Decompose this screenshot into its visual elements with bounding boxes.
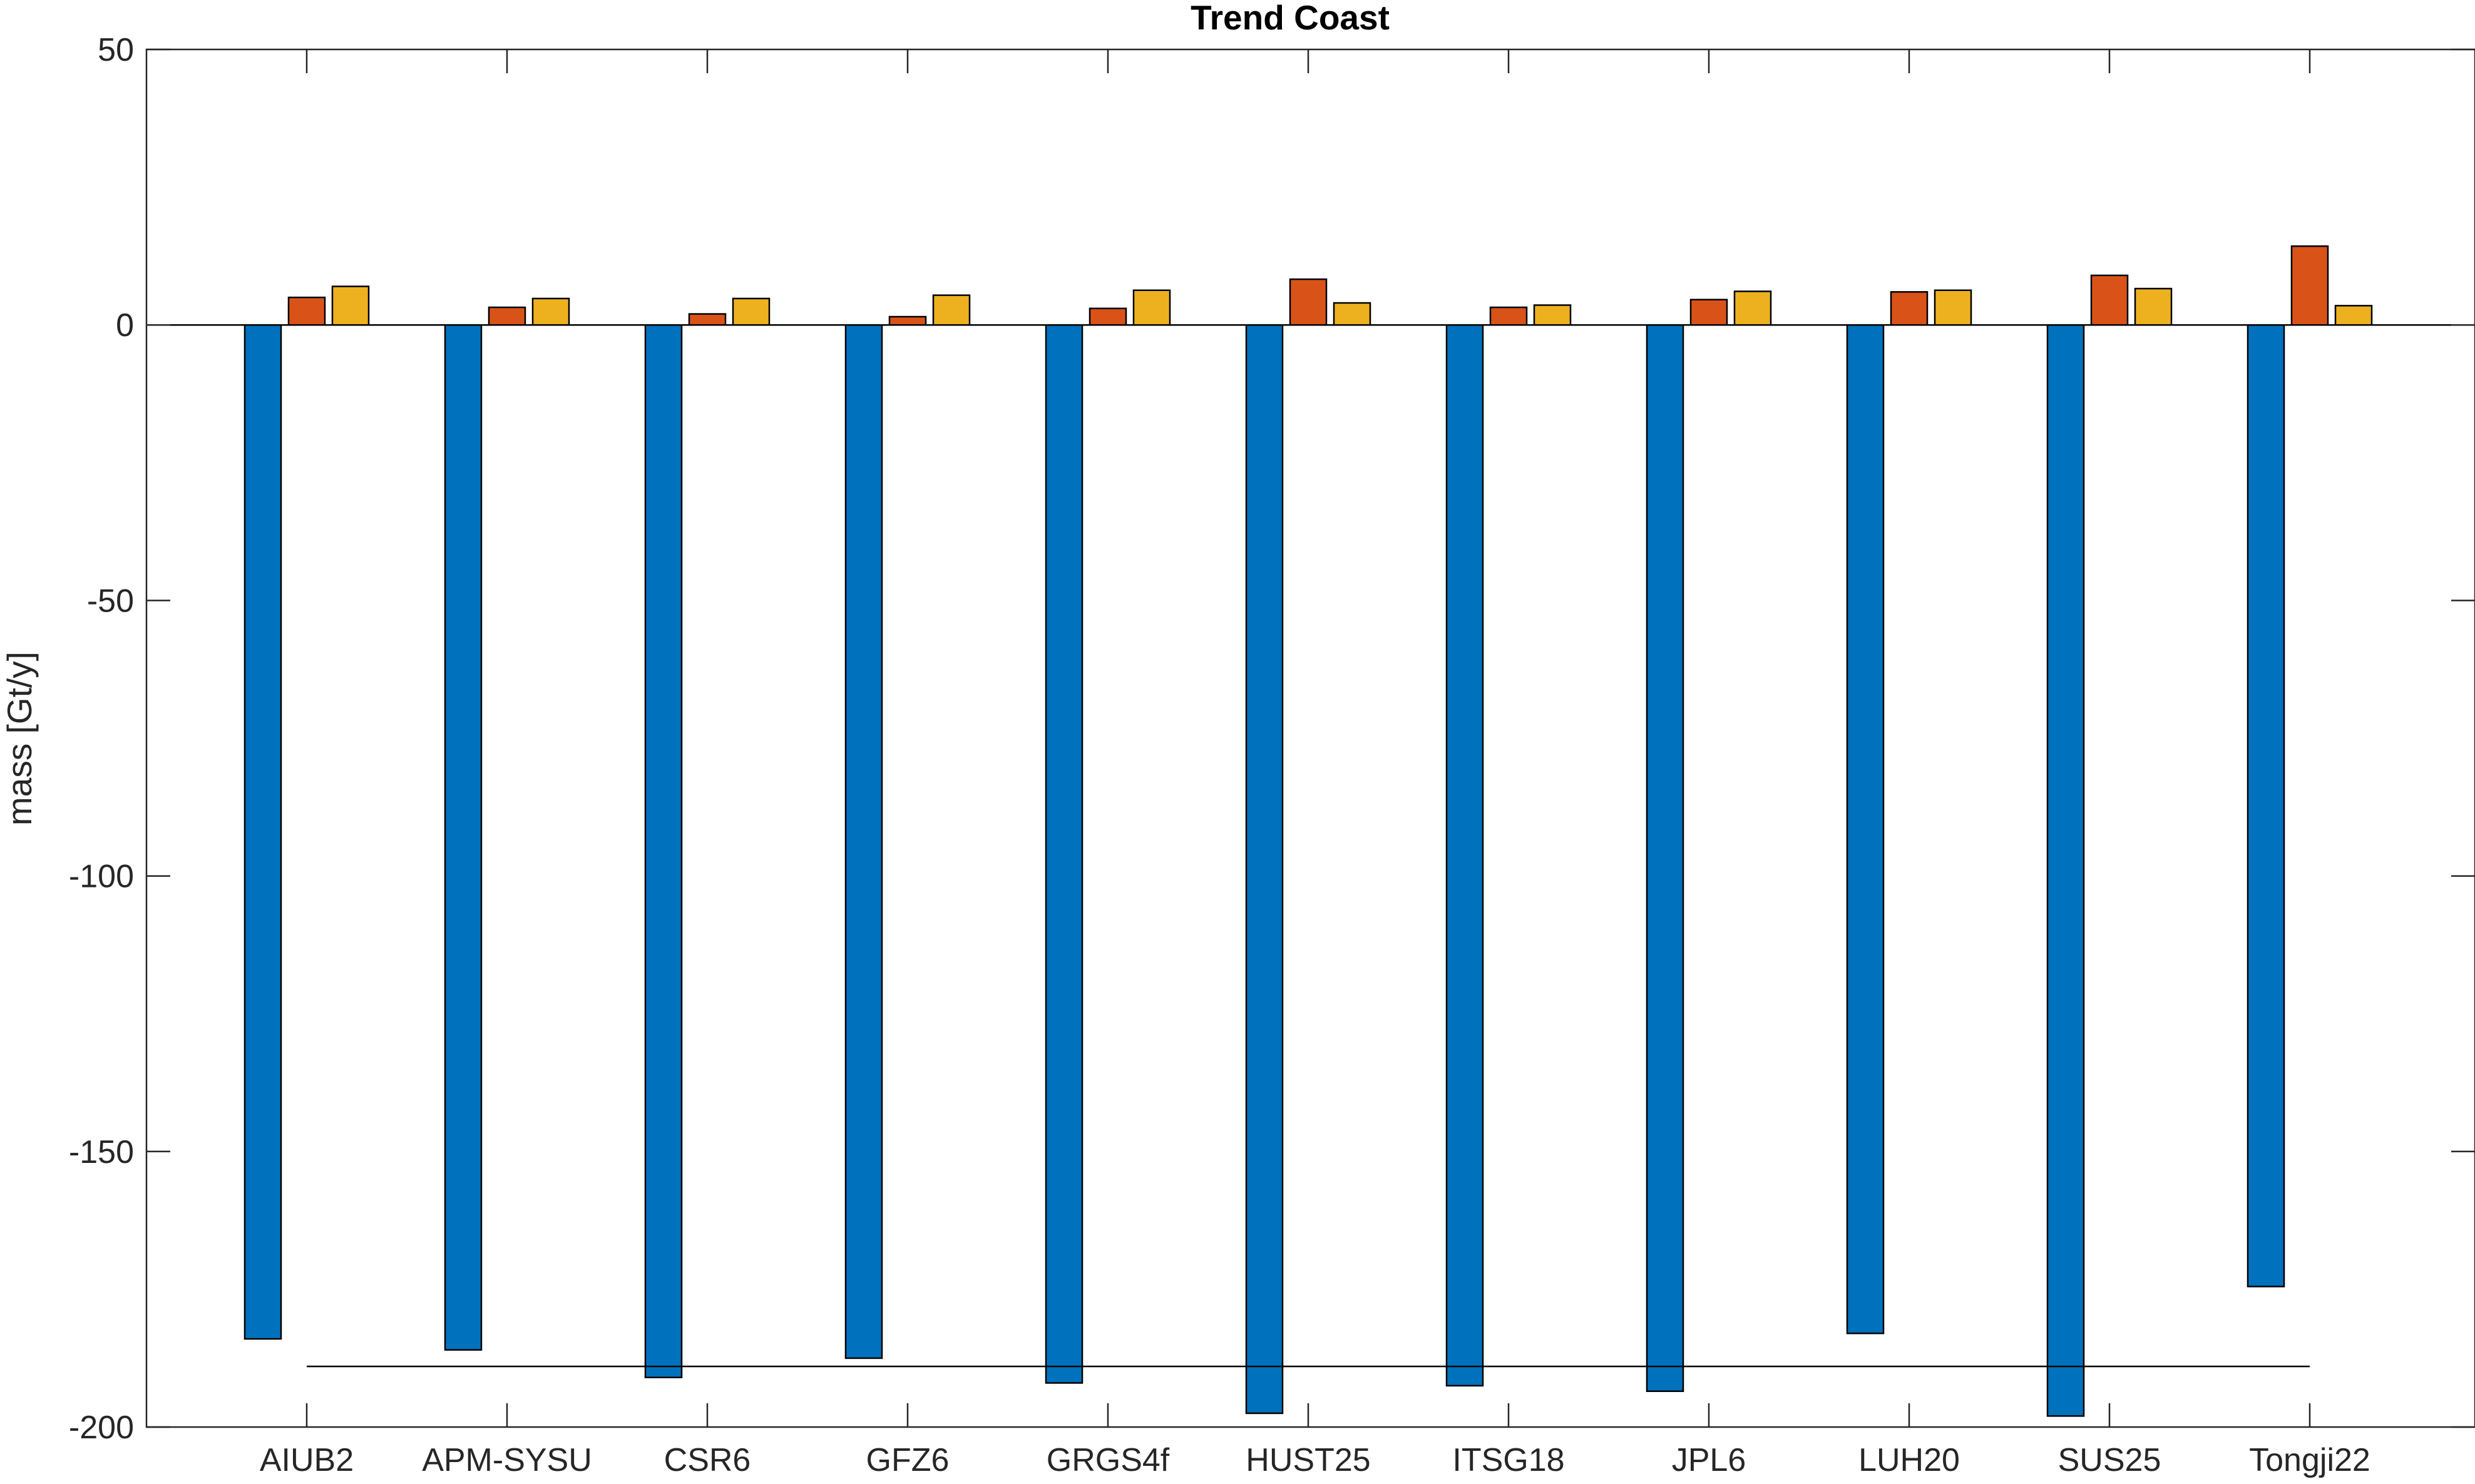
bar-series1-apm-sysu xyxy=(444,324,483,1351)
bar-series3-grgs4f xyxy=(1132,289,1171,326)
x-tick-label: GFZ6 xyxy=(866,1442,950,1478)
chart-title: Trend Coast xyxy=(1191,0,1390,37)
bar-series1-itsg18 xyxy=(1445,324,1484,1387)
y-tick-label: 50 xyxy=(98,32,134,68)
bar-series2-apm-sysu xyxy=(488,306,526,326)
bar-series2-luh20 xyxy=(1890,291,1929,326)
bar-series1-gfz6 xyxy=(844,324,883,1359)
bar-series1-aiub2 xyxy=(243,324,282,1340)
bar-series1-grgs4f xyxy=(1045,324,1084,1384)
bar-series3-gfz6 xyxy=(932,294,971,326)
bar-series2-hust25 xyxy=(1289,278,1328,326)
x-tick-label: CSR6 xyxy=(664,1442,751,1478)
x-tick-label: APM-SYSU xyxy=(422,1442,592,1478)
bar-series2-sus25 xyxy=(2090,274,2129,326)
y-tick-label: -100 xyxy=(69,859,134,895)
bars-layer xyxy=(243,245,2373,1417)
bar-series2-itsg18 xyxy=(1489,306,1528,326)
bar-series3-aiub2 xyxy=(331,285,370,326)
bar-series2-gfz6 xyxy=(888,315,927,326)
bar-series2-csr6 xyxy=(688,313,727,326)
bar-series3-csr6 xyxy=(732,297,771,326)
bar-series1-jpl6 xyxy=(1646,324,1684,1393)
y-axis-label: mass [Gt/y] xyxy=(0,652,39,826)
bar-series3-jpl6 xyxy=(1733,290,1772,326)
bar-series3-tongji22 xyxy=(2334,305,2373,326)
x-tick-label: SUS25 xyxy=(2058,1442,2161,1478)
lines-layer xyxy=(146,324,2475,1368)
bar-series3-apm-sysu xyxy=(531,297,570,326)
ticks-layer: 50 0 -50 -100 -150 -200 AIUB2 APM-SYSU CSR6 GFZ6 G… xyxy=(69,32,2475,1478)
x-tick-label: ITSG18 xyxy=(1452,1442,1564,1478)
y-tick-label: -150 xyxy=(69,1134,134,1170)
bar-series2-aiub2 xyxy=(287,296,326,326)
bar-series1-csr6 xyxy=(644,324,683,1379)
y-tick-label: 0 xyxy=(116,307,134,344)
plot-area xyxy=(146,49,2475,1427)
bar-series2-grgs4f xyxy=(1089,307,1127,326)
x-tick-label: GRGS4f xyxy=(1047,1442,1170,1478)
bar-series3-hust25 xyxy=(1333,302,1371,326)
bar-series3-itsg18 xyxy=(1533,304,1572,326)
bar-series1-luh20 xyxy=(1846,324,1885,1334)
x-tick-label: LUH20 xyxy=(1858,1442,1960,1478)
bar-series3-sus25 xyxy=(2134,287,2173,326)
x-tick-label: JPL6 xyxy=(1672,1442,1746,1478)
axes-layer xyxy=(145,48,2475,1428)
x-tick-label: HUST25 xyxy=(1246,1442,1370,1478)
bar-series1-sus25 xyxy=(2046,324,2085,1417)
y-tick-label: -200 xyxy=(69,1410,134,1446)
bar-series1-tongji22 xyxy=(2247,324,2285,1287)
y-tick-label: -50 xyxy=(87,583,134,619)
x-tick-label: AIUB2 xyxy=(260,1442,354,1478)
axes-box xyxy=(145,48,2475,1428)
bar-series2-jpl6 xyxy=(1689,299,1728,326)
bar-series1-hust25 xyxy=(1245,324,1284,1415)
bar-series3-luh20 xyxy=(1934,289,1972,326)
bar-series2-tongji22 xyxy=(2290,245,2329,326)
x-tick-label: Tongji22 xyxy=(2249,1442,2370,1478)
